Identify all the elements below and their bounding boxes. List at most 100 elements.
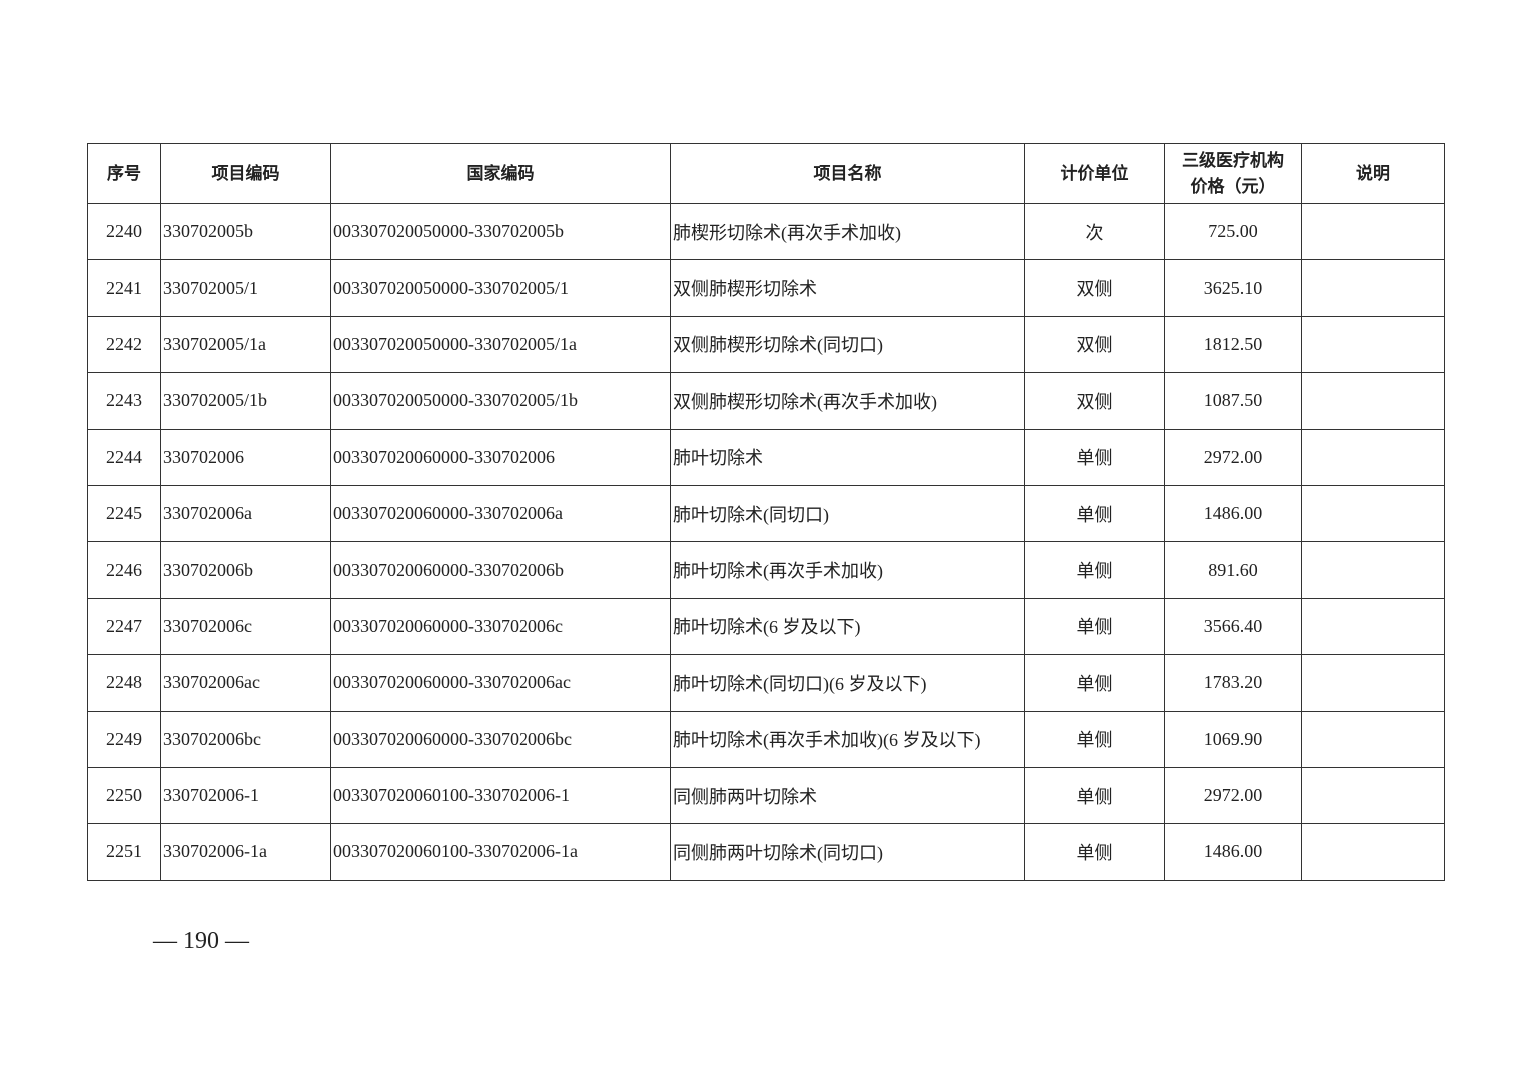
cell-price: 1486.00 (1164, 484, 1302, 543)
cell-code: 330702005/1 (160, 259, 331, 317)
cell-code: 330702006 (160, 428, 331, 486)
cell-note (1301, 484, 1445, 543)
cell-national: 003307020060000-330702006ac (330, 654, 671, 712)
cell-unit: 单侧 (1024, 710, 1165, 768)
header-no: 序号 (87, 143, 161, 204)
table-row: 2245 330702006a 003307020060000-330702006a… (87, 484, 1445, 543)
cell-name: 双侧肺楔形切除术 (670, 259, 1025, 317)
cell-unit: 双侧 (1024, 315, 1165, 374)
cell-note (1301, 428, 1445, 486)
cell-price: 3566.40 (1164, 597, 1302, 656)
cell-name: 肺叶切除术(再次手术加收) (670, 541, 1025, 599)
cell-unit: 次 (1024, 202, 1165, 261)
cell-price: 1087.50 (1164, 372, 1302, 430)
header-name: 项目名称 (670, 143, 1025, 204)
cell-price: 725.00 (1164, 202, 1302, 261)
cell-national: 003307020050000-330702005/1 (330, 259, 671, 317)
price-table: 序号 项目编码 国家编码 项目名称 计价单位 三级医疗机构 价格（元） 说明 22… (87, 143, 1445, 881)
cell-code: 330702006c (160, 597, 331, 656)
cell-national: 003307020060000-330702006bc (330, 710, 671, 768)
cell-code: 330702006-1a (160, 823, 331, 881)
table-row: 2241 330702005/1 003307020050000-330702005… (87, 259, 1445, 317)
cell-no: 2251 (87, 823, 161, 881)
cell-note (1301, 710, 1445, 768)
cell-no: 2242 (87, 315, 161, 374)
cell-note (1301, 259, 1445, 317)
cell-national: 003307020060000-330702006c (330, 597, 671, 656)
cell-note (1301, 372, 1445, 430)
cell-name: 肺叶切除术(6 岁及以下) (670, 597, 1025, 656)
header-national-code: 国家编码 (330, 143, 671, 204)
cell-name: 肺叶切除术(同切口) (670, 484, 1025, 543)
cell-national: 003307020060000-330702006 (330, 428, 671, 486)
cell-unit: 单侧 (1024, 823, 1165, 881)
cell-note (1301, 654, 1445, 712)
cell-code: 330702006a (160, 484, 331, 543)
header-code: 项目编码 (160, 143, 331, 204)
table-row: 2251 330702006-1a 003307020060100-33070200… (87, 823, 1445, 881)
cell-no: 2250 (87, 766, 161, 825)
cell-note (1301, 202, 1445, 261)
cell-price: 3625.10 (1164, 259, 1302, 317)
cell-name: 肺叶切除术(再次手术加收)(6 岁及以下) (670, 710, 1025, 768)
cell-price: 1783.20 (1164, 654, 1302, 712)
table-row: 2243 330702005/1b 003307020050000-33070200… (87, 372, 1445, 430)
cell-national: 003307020050000-330702005b (330, 202, 671, 261)
cell-code: 330702006bc (160, 710, 331, 768)
cell-name: 双侧肺楔形切除术(同切口) (670, 315, 1025, 374)
cell-code: 330702006ac (160, 654, 331, 712)
cell-price: 1812.50 (1164, 315, 1302, 374)
cell-code: 330702005b (160, 202, 331, 261)
header-note: 说明 (1301, 143, 1445, 204)
page-number: — 190 — (153, 928, 249, 954)
cell-no: 2240 (87, 202, 161, 261)
cell-no: 2246 (87, 541, 161, 599)
cell-national: 003307020060100-330702006-1 (330, 766, 671, 825)
cell-unit: 双侧 (1024, 259, 1165, 317)
cell-no: 2241 (87, 259, 161, 317)
cell-note (1301, 597, 1445, 656)
table-row: 2248 330702006ac 003307020060000-330702006… (87, 654, 1445, 712)
header-price: 三级医疗机构 价格（元） (1164, 143, 1302, 204)
cell-unit: 单侧 (1024, 484, 1165, 543)
cell-national: 003307020050000-330702005/1b (330, 372, 671, 430)
cell-national: 003307020060000-330702006b (330, 541, 671, 599)
cell-unit: 单侧 (1024, 766, 1165, 825)
cell-note (1301, 823, 1445, 881)
table-row: 2244 330702006 003307020060000-330702006 肺叶… (87, 428, 1445, 486)
table-row: 2249 330702006bc 003307020060000-330702006… (87, 710, 1445, 768)
cell-price: 2972.00 (1164, 766, 1302, 825)
cell-no: 2248 (87, 654, 161, 712)
cell-unit: 双侧 (1024, 372, 1165, 430)
cell-name: 同侧肺两叶切除术(同切口) (670, 823, 1025, 881)
cell-price: 2972.00 (1164, 428, 1302, 486)
cell-national: 003307020060100-330702006-1a (330, 823, 671, 881)
cell-no: 2247 (87, 597, 161, 656)
cell-note (1301, 541, 1445, 599)
table-row: 2240 330702005b 003307020050000-330702005b… (87, 202, 1445, 261)
cell-price: 891.60 (1164, 541, 1302, 599)
cell-price: 1069.90 (1164, 710, 1302, 768)
cell-code: 330702006b (160, 541, 331, 599)
cell-unit: 单侧 (1024, 597, 1165, 656)
cell-name: 肺楔形切除术(再次手术加收) (670, 202, 1025, 261)
table-row: 2247 330702006c 003307020060000-330702006c… (87, 597, 1445, 656)
table-row: 2250 330702006-1 003307020060100-330702006… (87, 766, 1445, 825)
cell-no: 2244 (87, 428, 161, 486)
cell-national: 003307020050000-330702005/1a (330, 315, 671, 374)
cell-name: 同侧肺两叶切除术 (670, 766, 1025, 825)
cell-code: 330702006-1 (160, 766, 331, 825)
cell-name: 双侧肺楔形切除术(再次手术加收) (670, 372, 1025, 430)
cell-price: 1486.00 (1164, 823, 1302, 881)
cell-national: 003307020060000-330702006a (330, 484, 671, 543)
cell-note (1301, 766, 1445, 825)
cell-unit: 单侧 (1024, 428, 1165, 486)
cell-no: 2249 (87, 710, 161, 768)
table-row: 2242 330702005/1a 003307020050000-33070200… (87, 315, 1445, 374)
cell-unit: 单侧 (1024, 541, 1165, 599)
cell-note (1301, 315, 1445, 374)
cell-unit: 单侧 (1024, 654, 1165, 712)
cell-name: 肺叶切除术 (670, 428, 1025, 486)
cell-name: 肺叶切除术(同切口)(6 岁及以下) (670, 654, 1025, 712)
cell-no: 2243 (87, 372, 161, 430)
